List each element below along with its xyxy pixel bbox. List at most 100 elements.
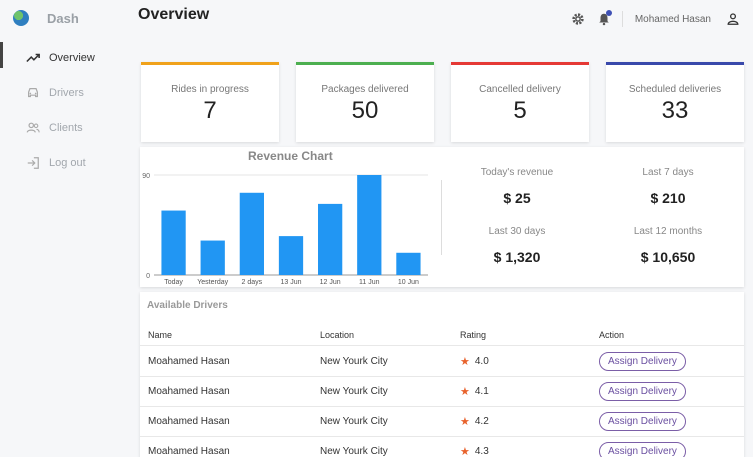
driver-rating: ★ 4.1 <box>460 377 489 406</box>
revenue-year: Last 12 months $ 10,650 <box>593 226 743 265</box>
y-tick-label: 90 <box>142 173 150 180</box>
trending-up-icon <box>25 50 41 66</box>
x-tick-label: 13 Jun <box>280 279 301 286</box>
assign-delivery-button[interactable]: Assign Delivery <box>599 412 686 431</box>
revenue-panel: Revenue Chart 0 90 Today Yesterday 2 days 13 … <box>140 147 744 287</box>
car-icon <box>25 85 41 101</box>
sidebar-item-label: Overview <box>49 51 95 64</box>
x-tick-label: Yesterday <box>197 279 228 286</box>
revenue-label: Last 30 days <box>488 226 546 237</box>
driver-name: Moahamed Hasan <box>148 356 230 367</box>
star-icon: ★ <box>460 386 470 398</box>
y-tick-label: 0 <box>146 273 150 280</box>
sidebar-item-clients[interactable]: Clients <box>0 110 130 145</box>
table-header: Name Location Rating Action <box>140 324 744 346</box>
revenue-value: $ 10,650 <box>640 249 696 265</box>
stat-card-packages: Packages delivered 50 <box>296 62 434 142</box>
driver-name: Moahamed Hasan <box>148 386 230 397</box>
assign-delivery-button[interactable]: Assign Delivery <box>599 382 686 401</box>
revenue-week: Last 7 days $ 210 <box>593 167 743 206</box>
stat-card-cancelled: Cancelled delivery 5 <box>451 62 589 142</box>
notification-dot <box>605 10 612 16</box>
header-divider <box>621 11 623 27</box>
people-icon <box>25 120 41 136</box>
star-icon: ★ <box>460 446 470 457</box>
revenue-today: Today's revenue $ 25 <box>442 167 592 206</box>
bar <box>357 175 382 275</box>
rating-value: 4.3 <box>474 446 489 457</box>
x-tick-label: 10 Jun <box>398 279 419 286</box>
column-header-rating[interactable]: Rating <box>460 329 487 340</box>
x-tick-label: 12 Jun <box>320 279 341 286</box>
table-row: Moahamed Hasan New Yourk City ★ 4.2 Assig… <box>140 407 744 437</box>
stat-value: 33 <box>661 97 689 124</box>
stat-value: 7 <box>203 97 217 124</box>
stat-value: 5 <box>513 97 527 124</box>
action-cell: Assign Delivery <box>599 377 686 406</box>
available-drivers-panel: Available Drivers Name Location Rating A… <box>140 292 744 457</box>
driver-location: New Yourk City <box>320 446 388 457</box>
rating-value: 4.1 <box>474 386 489 397</box>
brand[interactable]: Dash <box>13 10 79 26</box>
sidebar-item-overview[interactable]: Overview <box>0 40 130 75</box>
sidebar-item-label: Clients <box>49 121 83 134</box>
column-header-name[interactable]: Name <box>148 329 173 340</box>
table-row: Moahamed Hasan New Yourk City ★ 4.0 Assig… <box>140 347 744 377</box>
stat-card-rides: Rides in progress 7 <box>141 62 279 142</box>
column-header-action: Action <box>599 329 625 340</box>
stat-value: 50 <box>351 97 379 124</box>
user-name[interactable]: Mohamed Hasan <box>634 13 711 25</box>
driver-location: New Yourk City <box>320 416 388 427</box>
revenue-chart: 0 90 Today Yesterday 2 days 13 Jun 12 Jun 11 Ju… <box>142 173 428 286</box>
bar <box>318 203 343 275</box>
sidebar-nav: Overview Drivers Clients Log out <box>0 40 130 180</box>
action-cell: Assign Delivery <box>599 347 686 376</box>
gear-icon[interactable] <box>570 11 586 27</box>
sidebar-item-logout[interactable]: Log out <box>0 145 130 180</box>
revenue-value: $ 210 <box>650 190 686 206</box>
driver-name: Moahamed Hasan <box>148 446 230 457</box>
panel-divider <box>441 180 442 255</box>
rating-value: 4.2 <box>474 416 489 427</box>
table-row: Moahamed Hasan New Yourk City ★ 4.1 Assig… <box>140 377 744 407</box>
x-tick-label: Today <box>164 279 183 286</box>
bar <box>200 240 225 275</box>
action-cell: Assign Delivery <box>599 407 686 436</box>
driver-location: New Yourk City <box>320 386 388 397</box>
revenue-label: Last 12 months <box>633 226 703 237</box>
revenue-label: Today's revenue <box>480 167 554 178</box>
sidebar-item-drivers[interactable]: Drivers <box>0 75 130 110</box>
action-cell: Assign Delivery <box>599 437 686 457</box>
stat-card-scheduled: Scheduled deliveries 33 <box>606 62 744 142</box>
chart-title: Revenue Chart <box>248 149 333 163</box>
revenue-value: $ 25 <box>503 190 531 206</box>
bar <box>278 236 304 275</box>
revenue-value: $ 1,320 <box>493 249 541 265</box>
drivers-title: Available Drivers <box>147 300 228 311</box>
bar <box>239 192 264 275</box>
bell-icon[interactable] <box>596 10 612 27</box>
column-header-location[interactable]: Location <box>320 329 355 340</box>
x-tick-label: 11 Jun <box>359 279 380 286</box>
top-actions: Mohamed Hasan <box>570 10 741 28</box>
sidebar: Dash Overview Drivers Clients Log out <box>0 0 130 457</box>
bar <box>161 210 186 275</box>
assign-delivery-button[interactable]: Assign Delivery <box>599 442 686 457</box>
assign-delivery-button[interactable]: Assign Delivery <box>599 352 686 371</box>
logout-icon <box>25 155 41 171</box>
driver-location: New Yourk City <box>320 356 388 367</box>
sidebar-item-label: Log out <box>49 156 86 169</box>
bar <box>396 252 421 275</box>
sidebar-item-label: Drivers <box>49 86 84 99</box>
driver-rating: ★ 4.3 <box>460 437 489 457</box>
driver-name: Moahamed Hasan <box>148 416 230 427</box>
star-icon: ★ <box>460 356 470 368</box>
stat-label: Packages delivered <box>321 84 409 95</box>
star-icon: ★ <box>460 416 470 428</box>
rating-value: 4.0 <box>474 356 489 367</box>
table-row: Moahamed Hasan New Yourk City ★ 4.3 Assig… <box>140 437 744 457</box>
user-icon[interactable] <box>725 11 741 27</box>
driver-rating: ★ 4.2 <box>460 407 489 436</box>
stat-label: Rides in progress <box>171 84 249 95</box>
x-tick-label: 2 days <box>242 279 263 286</box>
